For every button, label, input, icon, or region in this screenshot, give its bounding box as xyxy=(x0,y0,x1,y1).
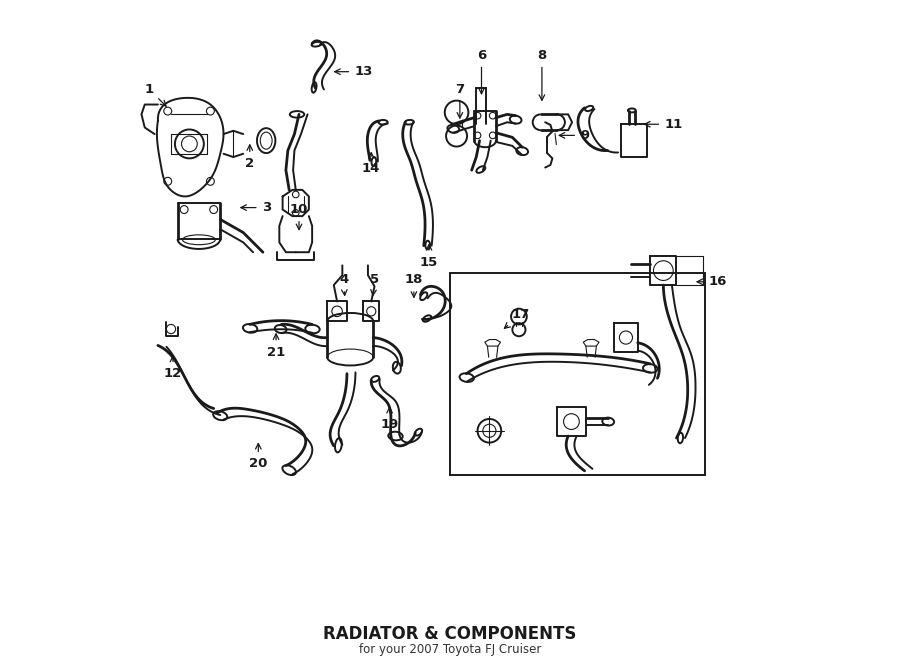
Text: 17: 17 xyxy=(504,308,530,328)
Text: 13: 13 xyxy=(335,65,373,78)
Text: 14: 14 xyxy=(362,153,381,175)
Text: for your 2007 Toyota FJ Cruiser: for your 2007 Toyota FJ Cruiser xyxy=(359,643,541,656)
Text: 8: 8 xyxy=(537,49,546,101)
Bar xyxy=(450,273,705,475)
Text: 2: 2 xyxy=(245,145,255,170)
Text: 18: 18 xyxy=(405,273,423,297)
Text: 7: 7 xyxy=(455,83,464,118)
Text: 6: 6 xyxy=(477,49,486,94)
Text: 9: 9 xyxy=(559,129,590,142)
Text: 21: 21 xyxy=(267,334,285,359)
Text: 5: 5 xyxy=(370,273,379,295)
Text: 1: 1 xyxy=(145,83,166,106)
Text: 15: 15 xyxy=(420,244,438,269)
Text: 10: 10 xyxy=(290,203,308,230)
Text: 4: 4 xyxy=(339,273,348,295)
Text: 16: 16 xyxy=(698,275,727,288)
Text: 11: 11 xyxy=(644,118,682,130)
Text: 12: 12 xyxy=(164,356,182,380)
Text: RADIATOR & COMPONENTS: RADIATOR & COMPONENTS xyxy=(323,626,577,643)
Text: 3: 3 xyxy=(241,201,271,214)
Text: 20: 20 xyxy=(249,444,267,470)
Text: 19: 19 xyxy=(381,407,399,431)
